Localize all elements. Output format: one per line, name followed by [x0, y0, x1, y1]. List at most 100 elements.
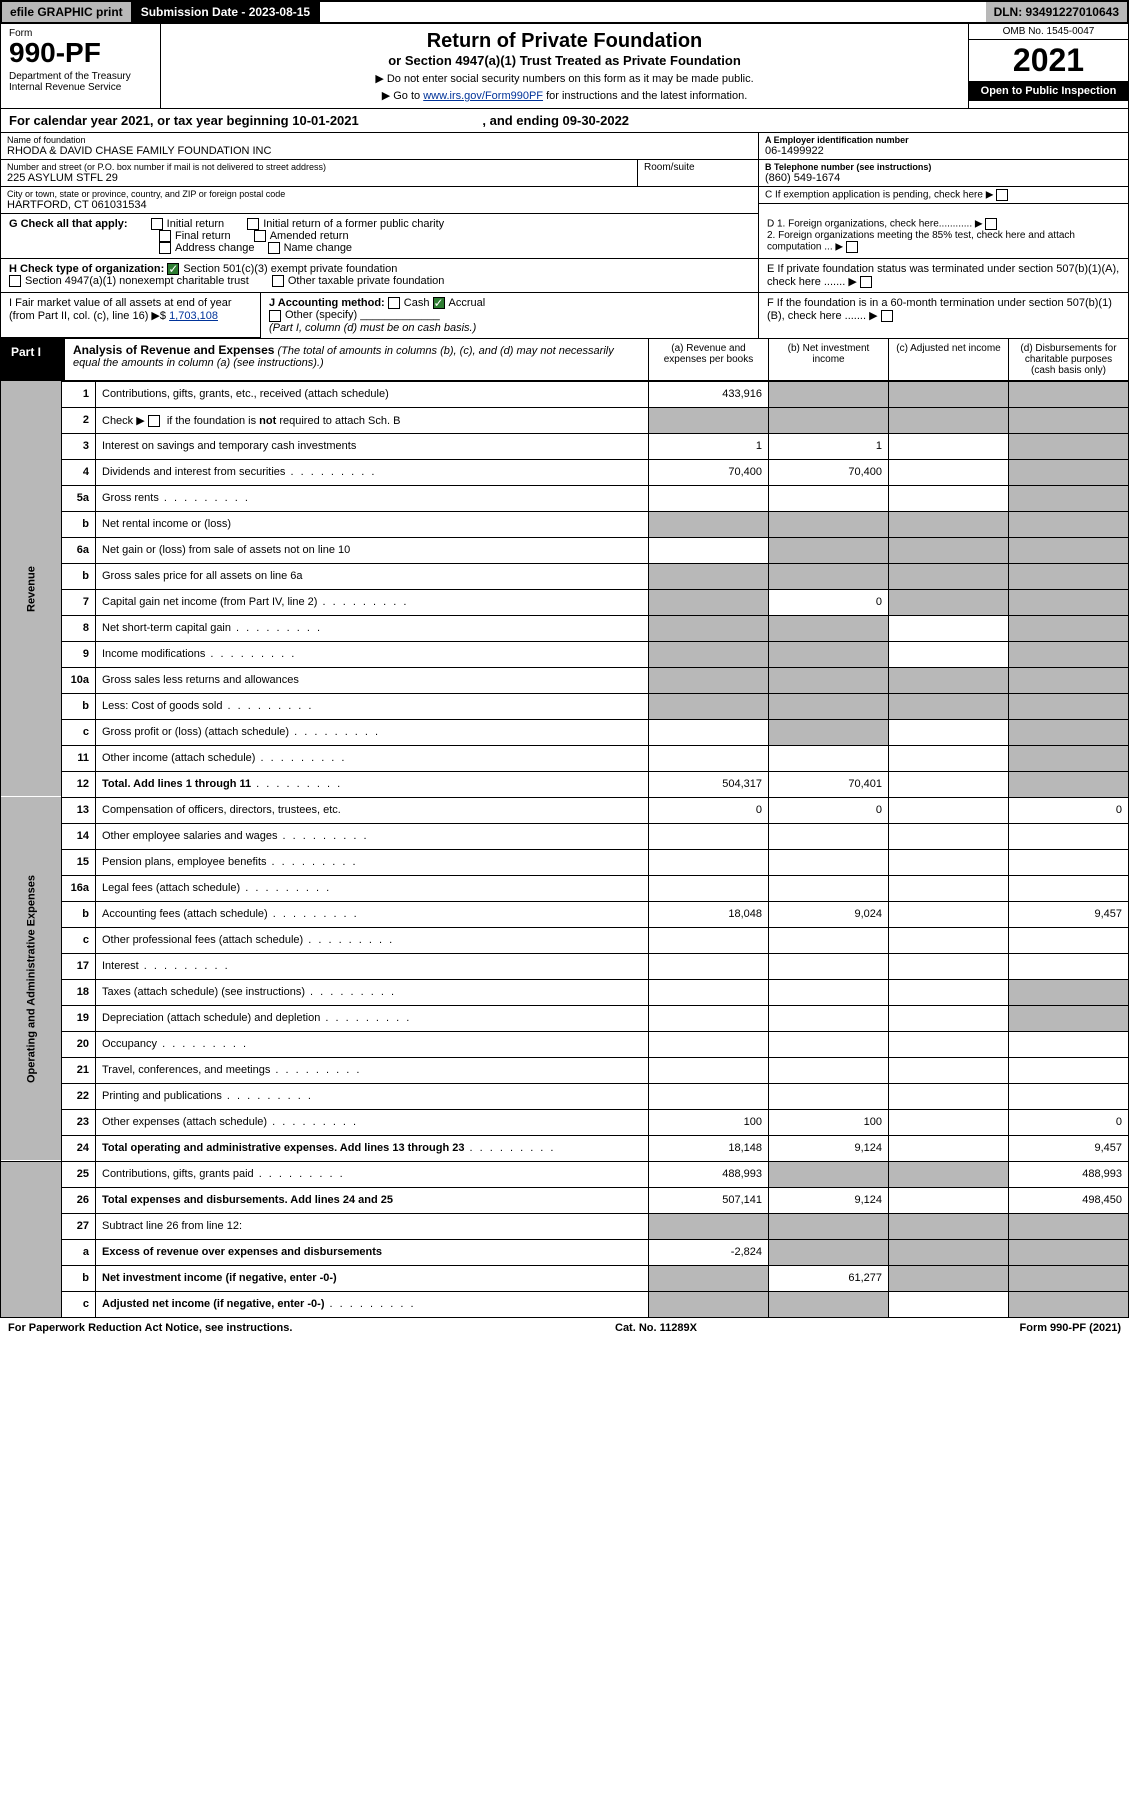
- g-label: G Check all that apply:: [9, 218, 128, 230]
- note-ssn: ▶ Do not enter social security numbers o…: [167, 72, 962, 85]
- room-label: Room/suite: [638, 160, 758, 186]
- table-row: 7Capital gain net income (from Part IV, …: [1, 589, 1129, 615]
- chk-address[interactable]: [159, 242, 171, 254]
- chk-cash[interactable]: [388, 297, 400, 309]
- table-row: 22Printing and publications: [1, 1083, 1129, 1109]
- dept: Department of the Treasury Internal Reve…: [9, 71, 152, 93]
- chk-final[interactable]: [159, 230, 171, 242]
- table-row: bNet rental income or (loss): [1, 511, 1129, 537]
- col-b: (b) Net investment income: [768, 339, 888, 380]
- j-label: J Accounting method:: [269, 297, 385, 309]
- e-terminated: E If private foundation status was termi…: [759, 259, 1128, 292]
- table-row: 6aNet gain or (loss) from sale of assets…: [1, 537, 1129, 563]
- note-link: ▶ Go to www.irs.gov/Form990PF for instru…: [167, 89, 962, 102]
- table-row: 2Check ▶ if the foundation is not requir…: [1, 407, 1129, 433]
- table-row: bLess: Cost of goods sold: [1, 693, 1129, 719]
- footer-mid: Cat. No. 11289X: [615, 1322, 697, 1334]
- form-subtitle: or Section 4947(a)(1) Trust Treated as P…: [167, 53, 962, 68]
- open-public: Open to Public Inspection: [969, 81, 1128, 101]
- section-h-e: H Check type of organization: Section 50…: [0, 259, 1129, 293]
- chk-accrual[interactable]: [433, 297, 445, 309]
- form-title: Return of Private Foundation: [167, 30, 962, 53]
- omb-number: OMB No. 1545-0047: [969, 24, 1128, 40]
- side-expenses: Operating and Administrative Expenses: [1, 797, 62, 1161]
- table-row: 3Interest on savings and temporary cash …: [1, 433, 1129, 459]
- table-row: 23Other expenses (attach schedule)100100…: [1, 1109, 1129, 1135]
- table-row: 24Total operating and administrative exp…: [1, 1135, 1129, 1161]
- checkbox-c[interactable]: [996, 189, 1008, 201]
- table-row: 10aGross sales less returns and allowanc…: [1, 667, 1129, 693]
- form-header: Form 990-PF Department of the Treasury I…: [0, 24, 1129, 109]
- table-row: 18Taxes (attach schedule) (see instructi…: [1, 979, 1129, 1005]
- table-row: 21Travel, conferences, and meetings: [1, 1057, 1129, 1083]
- j-note: (Part I, column (d) must be on cash basi…: [269, 322, 476, 334]
- identity-block: Name of foundation RHODA & DAVID CHASE F…: [0, 133, 1129, 214]
- part1-label: Part I: [1, 339, 65, 380]
- phone: (860) 549-1674: [765, 172, 1122, 184]
- table-row: Operating and Administrative Expenses 13…: [1, 797, 1129, 823]
- chk-501c3[interactable]: [167, 263, 179, 275]
- chk-schb[interactable]: [148, 415, 160, 427]
- efile-label: efile GRAPHIC print: [2, 2, 133, 22]
- dln: DLN: 93491227010643: [986, 2, 1127, 22]
- table-row: 8Net short-term capital gain: [1, 615, 1129, 641]
- footer-right: Form 990-PF (2021): [1020, 1322, 1121, 1334]
- table-row: cOther professional fees (attach schedul…: [1, 927, 1129, 953]
- table-row: cGross profit or (loss) (attach schedule…: [1, 719, 1129, 745]
- chk-d1[interactable]: [985, 218, 997, 230]
- d1: D 1. Foreign organizations, check here..…: [767, 218, 1120, 230]
- section-i-j-f: I Fair market value of all assets at end…: [0, 293, 1129, 338]
- table-row: 4Dividends and interest from securities7…: [1, 459, 1129, 485]
- submission-date: Submission Date - 2023-08-15: [133, 2, 320, 22]
- col-c: (c) Adjusted net income: [888, 339, 1008, 380]
- table-row: 19Depreciation (attach schedule) and dep…: [1, 1005, 1129, 1031]
- c-exemption: C If exemption application is pending, c…: [759, 187, 1128, 204]
- table-row: Revenue 1Contributions, gifts, grants, e…: [1, 381, 1129, 407]
- tax-year: 2021: [969, 40, 1128, 81]
- calendar-year-line: For calendar year 2021, or tax year begi…: [0, 109, 1129, 133]
- chk-other-tax[interactable]: [272, 275, 284, 287]
- name-label: Name of foundation: [7, 135, 752, 145]
- chk-4947[interactable]: [9, 275, 21, 287]
- fmv: 1,703,108: [169, 310, 218, 322]
- table-row: 16aLegal fees (attach schedule): [1, 875, 1129, 901]
- d2: 2. Foreign organizations meeting the 85%…: [767, 230, 1120, 253]
- city-label: City or town, state or province, country…: [7, 189, 752, 199]
- table-row: 14Other employee salaries and wages: [1, 823, 1129, 849]
- table-row: 27Subtract line 26 from line 12:: [1, 1213, 1129, 1239]
- top-bar: efile GRAPHIC print Submission Date - 20…: [0, 0, 1129, 24]
- f-60month: F If the foundation is in a 60-month ter…: [759, 293, 1128, 326]
- table-row: 15Pension plans, employee benefits: [1, 849, 1129, 875]
- col-d: (d) Disbursements for charitable purpose…: [1008, 339, 1128, 380]
- phone-label: B Telephone number (see instructions): [765, 162, 1122, 172]
- table-row: bNet investment income (if negative, ent…: [1, 1265, 1129, 1291]
- table-row: 17Interest: [1, 953, 1129, 979]
- section-g-d: G Check all that apply: Initial return I…: [0, 214, 1129, 259]
- address: 225 ASYLUM STFL 29: [7, 172, 631, 184]
- table-row: 12Total. Add lines 1 through 11504,31770…: [1, 771, 1129, 797]
- chk-other-acct[interactable]: [269, 310, 281, 322]
- ein-label: A Employer identification number: [765, 135, 1122, 145]
- chk-f[interactable]: [881, 310, 893, 322]
- irs-link[interactable]: www.irs.gov/Form990PF: [423, 90, 543, 102]
- chk-name[interactable]: [268, 242, 280, 254]
- city: HARTFORD, CT 061031534: [7, 199, 752, 211]
- part1-title: Analysis of Revenue and Expenses: [73, 343, 274, 357]
- chk-e[interactable]: [860, 276, 872, 288]
- addr-label: Number and street (or P.O. box number if…: [7, 162, 631, 172]
- page-footer: For Paperwork Reduction Act Notice, see …: [0, 1318, 1129, 1338]
- table-row: aExcess of revenue over expenses and dis…: [1, 1239, 1129, 1265]
- table-row: bGross sales price for all assets on lin…: [1, 563, 1129, 589]
- part1-table: Revenue 1Contributions, gifts, grants, e…: [0, 381, 1129, 1318]
- chk-amended[interactable]: [254, 230, 266, 242]
- ein: 06-1499922: [765, 145, 1122, 157]
- footer-left: For Paperwork Reduction Act Notice, see …: [8, 1322, 292, 1334]
- part1-header: Part I Analysis of Revenue and Expenses …: [0, 339, 1129, 381]
- chk-d2[interactable]: [846, 241, 858, 253]
- table-row: 25Contributions, gifts, grants paid488,9…: [1, 1161, 1129, 1187]
- chk-initial-former[interactable]: [247, 218, 259, 230]
- chk-initial[interactable]: [151, 218, 163, 230]
- foundation-name: RHODA & DAVID CHASE FAMILY FOUNDATION IN…: [7, 145, 752, 157]
- table-row: 20Occupancy: [1, 1031, 1129, 1057]
- table-row: bAccounting fees (attach schedule)18,048…: [1, 901, 1129, 927]
